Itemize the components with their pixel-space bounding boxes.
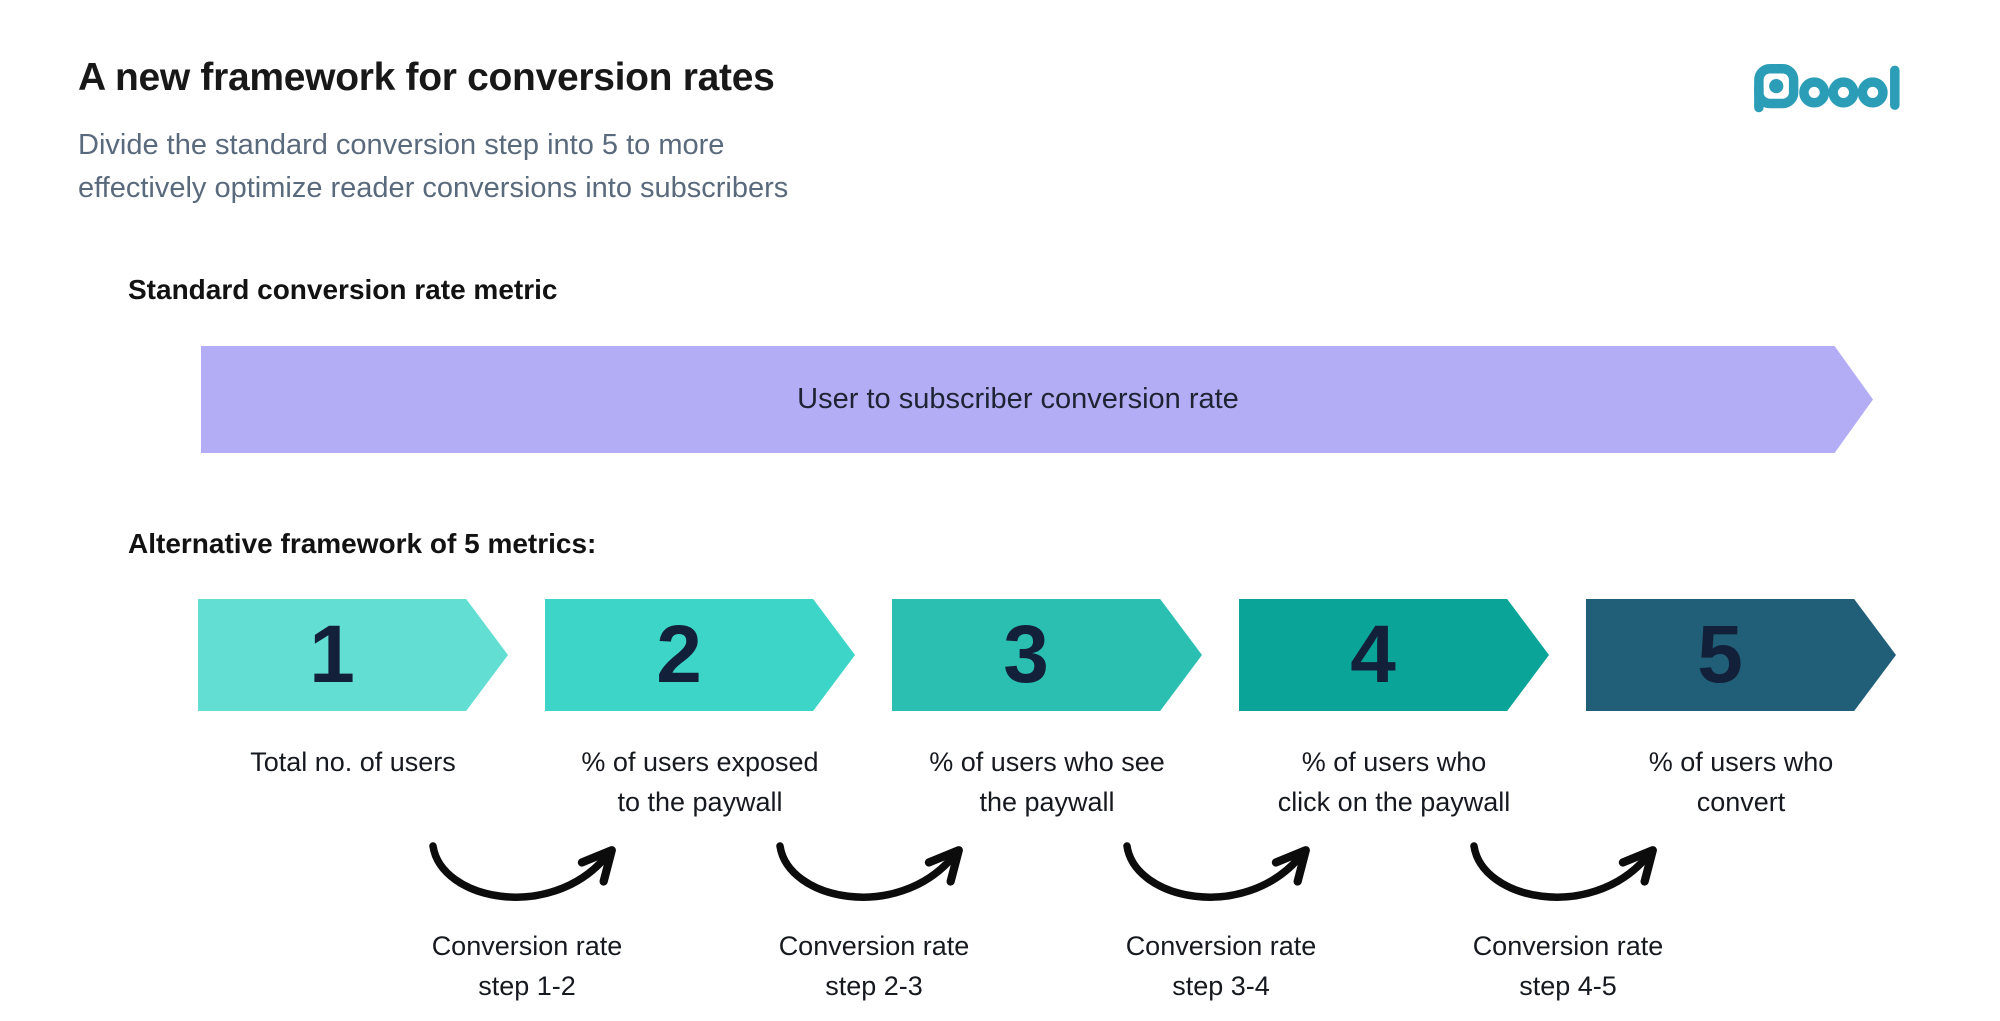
alternative-section-heading: Alternative framework of 5 metrics:: [128, 528, 597, 559]
page-title: A new framework for conversion rates: [78, 56, 775, 99]
step-number-4: 4: [1350, 609, 1396, 700]
curve-arrow-icon-4: [1470, 842, 1657, 901]
transition-label-2: Conversion rate step 2-3: [778, 931, 970, 1001]
step-arrow-5: 5: [1586, 599, 1896, 711]
transition-label-1: Conversion rate step 1-2: [431, 931, 623, 1001]
step-number-5: 5: [1697, 609, 1743, 700]
step-label-4: % of users who click on the paywall: [1277, 747, 1511, 817]
step-arrow-3: 3: [892, 599, 1202, 711]
transition-label-3: Conversion rate step 3-4: [1125, 931, 1317, 1001]
page-subtitle-line2: effectively optimize reader conversions …: [78, 172, 789, 204]
step-label-1: Total no. of users: [250, 747, 456, 777]
standard-banner-arrow: User to subscriber conversion rate: [201, 346, 1873, 453]
page-subtitle: Divide the standard conversion step into…: [78, 124, 788, 210]
poool-logo: [1754, 64, 1900, 113]
step-number-2: 2: [656, 609, 702, 700]
standard-banner-label: User to subscriber conversion rate: [797, 383, 1239, 415]
step-label-5: % of users who convert: [1648, 747, 1834, 817]
standard-section-heading: Standard conversion rate metric: [128, 274, 558, 305]
step-number-3: 3: [1003, 609, 1049, 700]
step-number-1: 1: [309, 609, 355, 700]
step-arrow-1: 1: [198, 599, 508, 711]
curve-arrow-icon-2: [776, 842, 963, 901]
step-arrow-2: 2: [545, 599, 855, 711]
curve-arrow-icon-1: [429, 842, 616, 901]
step-arrow-4: 4: [1239, 599, 1549, 711]
curve-arrow-icon-3: [1123, 842, 1310, 901]
step-label-3: % of users who see the paywall: [929, 747, 1165, 817]
transition-label-4: Conversion rate step 4-5: [1472, 931, 1664, 1001]
page-subtitle-line1: Divide the standard conversion step into…: [78, 129, 725, 161]
step-label-2: % of users exposed to the paywall: [581, 747, 819, 817]
